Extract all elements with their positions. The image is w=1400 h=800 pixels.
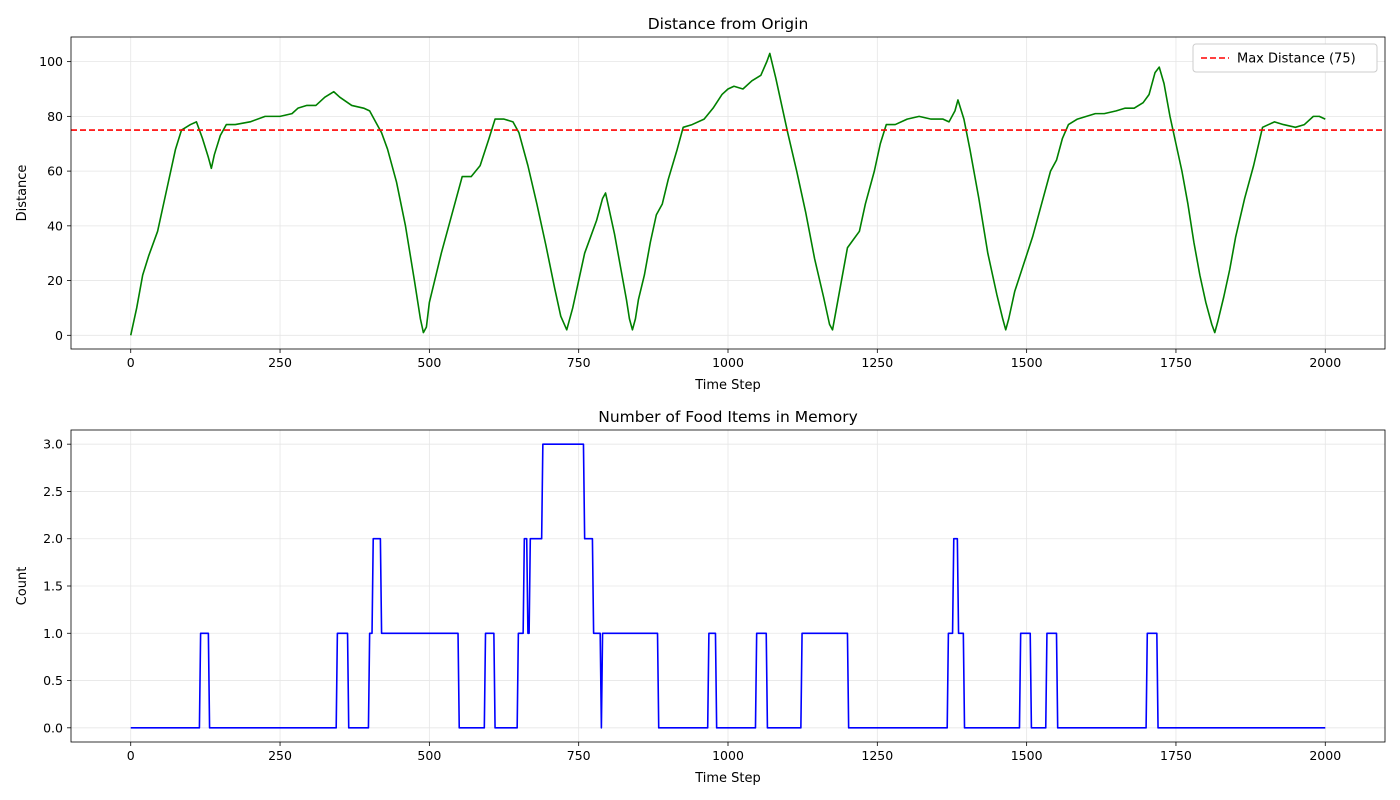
y-tick-label: 40 xyxy=(47,218,63,233)
x-tick-label: 2000 xyxy=(1309,748,1341,763)
distance-line xyxy=(129,52,1326,336)
x-tick-label: 1500 xyxy=(1011,748,1043,763)
y-tick-label: 1.0 xyxy=(43,626,63,641)
y-tick-label: 2.5 xyxy=(43,484,63,499)
y-axis-label: Count xyxy=(15,567,30,606)
y-tick-label: 2.0 xyxy=(43,531,63,546)
x-tick-label: 1000 xyxy=(712,355,744,370)
x-axis-label: Time Step xyxy=(694,378,761,393)
food-memory-chart: 0 250 500 750 1000 1250 1500 1750 2000 0.0 0.5 1.0 1… xyxy=(15,408,1386,786)
y-tick-label: 0.5 xyxy=(43,673,63,688)
x-tick-label: 1250 xyxy=(861,355,893,370)
x-tick-label: 750 xyxy=(567,355,591,370)
y-tick-label: 1.5 xyxy=(43,579,63,594)
x-tick-label: 250 xyxy=(268,355,292,370)
y-axis-label: Distance xyxy=(15,165,30,222)
x-tick-label: 2000 xyxy=(1309,355,1341,370)
x-tick-label: 1000 xyxy=(712,748,744,763)
distance-chart: 0 250 500 750 1000 1250 1500 1750 2000 0 20 40 60 80 1… xyxy=(15,15,1386,393)
y-tick-label: 3.0 xyxy=(43,437,63,452)
x-tick-label: 0 xyxy=(127,355,135,370)
x-tick-label: 1500 xyxy=(1011,355,1043,370)
x-tick-label: 250 xyxy=(268,748,292,763)
legend-label: Max Distance (75) xyxy=(1237,52,1356,67)
x-axis-label: Time Step xyxy=(694,771,761,786)
x-tick-label: 750 xyxy=(567,748,591,763)
x-tick-label: 0 xyxy=(127,748,135,763)
x-tick-label: 1750 xyxy=(1160,355,1192,370)
y-tick-label: 0.0 xyxy=(43,720,63,735)
y-tick-label: 60 xyxy=(47,164,63,179)
chart-title: Distance from Origin xyxy=(648,15,809,33)
y-tick-label: 20 xyxy=(47,273,63,288)
x-tick-label: 500 xyxy=(417,355,441,370)
x-tick-label: 1250 xyxy=(861,748,893,763)
x-tick-label: 1750 xyxy=(1160,748,1192,763)
y-tick-label: 100 xyxy=(39,54,63,69)
y-tick-label: 80 xyxy=(47,109,63,124)
chart-title: Number of Food Items in Memory xyxy=(598,408,858,426)
x-tick-label: 500 xyxy=(417,748,441,763)
legend-box xyxy=(1192,43,1378,73)
food-count-line xyxy=(130,443,1326,729)
y-tick-label: 0 xyxy=(55,328,63,343)
legend: Max Distance (75) xyxy=(1192,43,1378,73)
